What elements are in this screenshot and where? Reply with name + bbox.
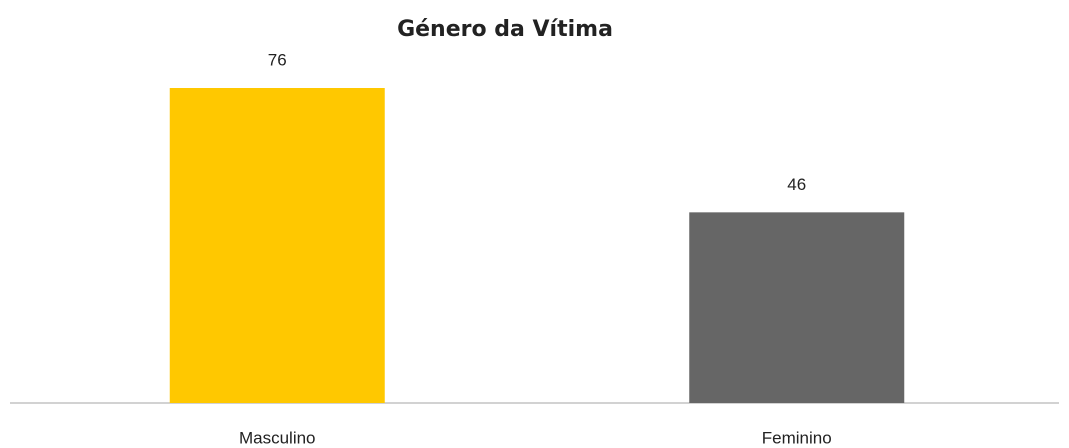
bar xyxy=(169,88,385,403)
bar xyxy=(689,212,905,403)
value-label: 76 xyxy=(268,50,287,69)
chart-title: Género da Vítima xyxy=(397,17,613,42)
x-tick-label: Masculino xyxy=(239,428,316,447)
value-label: 46 xyxy=(787,175,806,194)
x-tick-label: Feminino xyxy=(762,428,832,447)
